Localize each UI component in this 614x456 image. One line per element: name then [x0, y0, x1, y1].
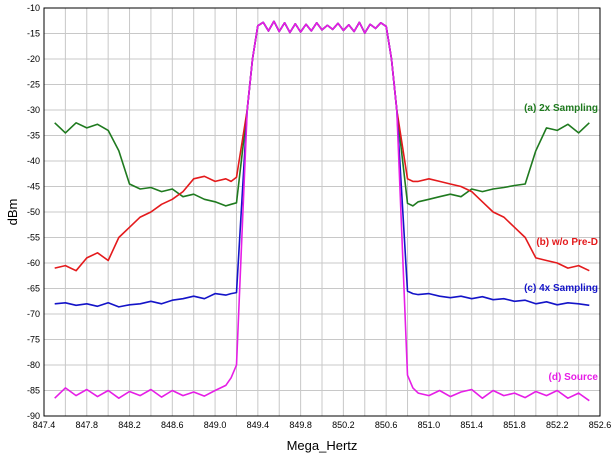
series-line-4: [54, 20, 590, 402]
x-tick-label: 849.0: [204, 420, 227, 430]
series-label-1: (a) 2x Sampling: [524, 103, 598, 114]
x-tick-label: 850.2: [332, 420, 355, 430]
y-tick-label: -60: [27, 258, 40, 268]
series: [54, 20, 590, 402]
x-tick-label: 847.4: [33, 420, 56, 430]
y-tick-label: -90: [27, 411, 40, 421]
x-tick-label: 849.8: [289, 420, 312, 430]
series-labels: (a) 2x Sampling (b) w/o Pre-D (c) 4x Sampl…: [524, 103, 598, 383]
y-tick-label: -15: [27, 29, 40, 39]
y-tick-label: -35: [27, 131, 40, 141]
y-tick-label: -30: [27, 105, 40, 115]
x-tick-label: 848.6: [161, 420, 184, 430]
plot-frame: [43, 7, 601, 417]
series-label-3: (c) 4x Sampling: [524, 283, 598, 294]
y-tick-label: -50: [27, 207, 40, 217]
y-tick-label: -10: [27, 3, 40, 13]
x-tick-label: 852.6: [589, 420, 612, 430]
y-tick-label: -25: [27, 80, 40, 90]
y-tick-label: -20: [27, 54, 40, 64]
x-tick-label: 851.4: [460, 420, 483, 430]
y-tick-label: -70: [27, 309, 40, 319]
x-tick-label: 848.2: [118, 420, 141, 430]
y-tick-label: -85: [27, 386, 40, 396]
x-tick-label: 851.0: [418, 420, 441, 430]
y-tick-label: -45: [27, 182, 40, 192]
tick-labels: 847.4 847.8 848.2 848.6 849.0 849.4 849.8 850.2…: [27, 3, 611, 430]
series-label-4: (d) Source: [549, 372, 599, 383]
y-tick-label: -55: [27, 233, 40, 243]
y-tick-label: -75: [27, 335, 40, 345]
series-label-2: (b) w/o Pre-D: [536, 237, 598, 248]
x-tick-label: 849.4: [247, 420, 270, 430]
y-tick-label: -65: [27, 284, 40, 294]
x-tick-label: 847.8: [76, 420, 99, 430]
y-axis-title: dBm: [5, 199, 20, 226]
x-tick-label: 851.8: [503, 420, 526, 430]
x-tick-label: 850.6: [375, 420, 398, 430]
x-tick-label: 852.2: [546, 420, 569, 430]
y-tick-label: -80: [27, 360, 40, 370]
y-tick-label: -40: [27, 156, 40, 166]
x-axis-title: Mega_Hertz: [287, 438, 358, 453]
